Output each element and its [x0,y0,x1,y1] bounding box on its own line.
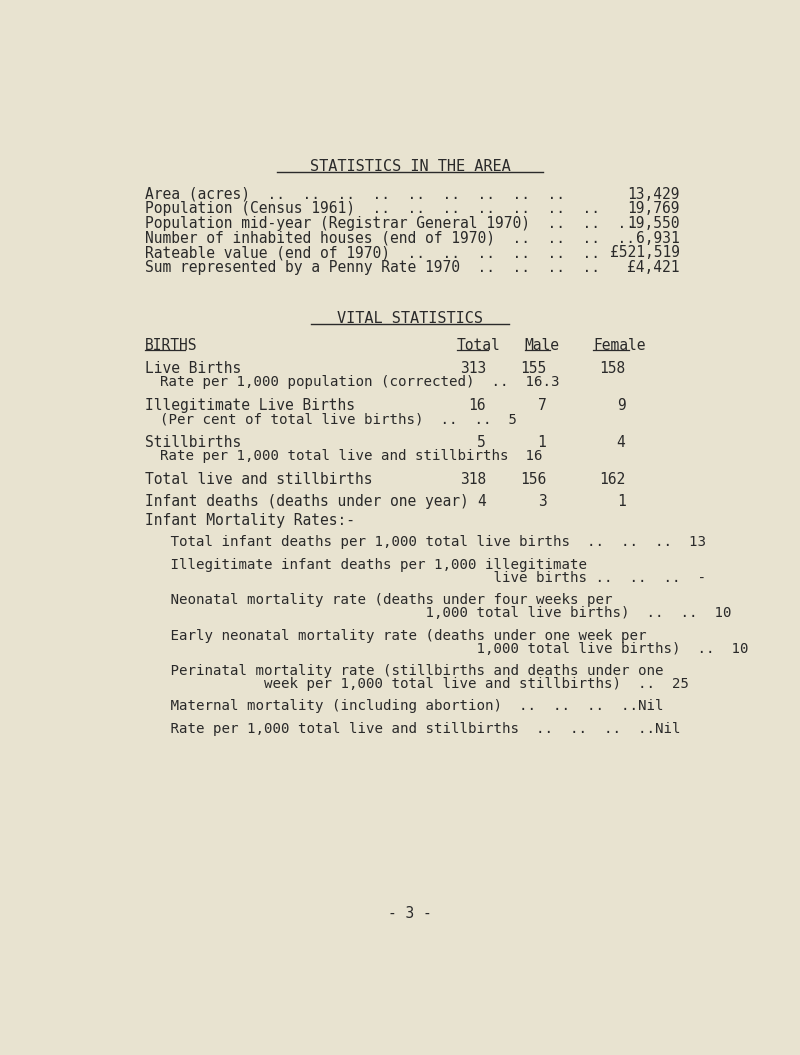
Text: Illegitimate infant deaths per 1,000 illegitimate: Illegitimate infant deaths per 1,000 ill… [145,558,587,572]
Text: - 3 -: - 3 - [388,906,432,921]
Text: £4,421: £4,421 [627,260,680,274]
Text: Illegitimate Live Births: Illegitimate Live Births [145,398,355,413]
Text: 19,550: 19,550 [627,216,680,231]
Text: 1: 1 [617,494,626,509]
Text: Rate per 1,000 population (corrected)  ..  16.3: Rate per 1,000 population (corrected) ..… [161,376,560,389]
Text: Rate per 1,000 total live and stillbirths  ..  ..  ..  ..Nil: Rate per 1,000 total live and stillbirth… [145,722,681,735]
Text: 3: 3 [538,494,546,509]
Text: 1,000 total live births)  ..  10: 1,000 total live births) .. 10 [145,641,749,656]
Text: 5: 5 [477,435,486,449]
Text: Maternal mortality (including abortion)  ..  ..  ..  ..Nil: Maternal mortality (including abortion) … [145,699,663,713]
Text: Total live and stillbirths: Total live and stillbirths [145,472,373,486]
Text: 1: 1 [538,435,546,449]
Text: 9: 9 [617,398,626,413]
Text: Area (acres)  ..  ..  ..  ..  ..  ..  ..  ..  ..: Area (acres) .. .. .. .. .. .. .. .. .. [145,187,565,202]
Text: Female: Female [593,338,646,352]
Text: Male: Male [525,338,560,352]
Text: 313: 313 [460,361,486,376]
Text: Total: Total [457,338,500,352]
Text: 6,931: 6,931 [636,231,680,246]
Text: Rateable value (end of 1970)  ..  ..  ..  ..  ..  ..: Rateable value (end of 1970) .. .. .. ..… [145,245,600,261]
Text: Sum represented by a Penny Rate 1970  ..  ..  ..  ..: Sum represented by a Penny Rate 1970 .. … [145,260,600,274]
Text: Stillbirths: Stillbirths [145,435,242,449]
Text: 155: 155 [520,361,546,376]
Text: Neonatal mortality rate (deaths under four weeks per: Neonatal mortality rate (deaths under fo… [145,593,613,608]
Text: 7: 7 [538,398,546,413]
Text: 158: 158 [599,361,626,376]
Text: BIRTHS: BIRTHS [145,338,198,352]
Text: Live Births: Live Births [145,361,242,376]
Text: Rate per 1,000 total live and stillbirths  16: Rate per 1,000 total live and stillbirth… [161,449,543,463]
Text: Infant Mortality Rates:-: Infant Mortality Rates:- [145,513,355,529]
Text: VITAL STATISTICS: VITAL STATISTICS [337,311,483,326]
Text: Perinatal mortality rate (stillbirths and deaths under one: Perinatal mortality rate (stillbirths an… [145,664,663,678]
Text: 162: 162 [599,472,626,486]
Text: Early neonatal mortality rate (deaths under one week per: Early neonatal mortality rate (deaths un… [145,629,646,642]
Text: 4: 4 [477,494,486,509]
Text: (Per cent of total live births)  ..  ..  5: (Per cent of total live births) .. .. 5 [161,413,518,426]
Text: £521,519: £521,519 [610,245,680,261]
Text: 1,000 total live births)  ..  ..  10: 1,000 total live births) .. .. 10 [145,607,731,620]
Text: Population mid-year (Registrar General 1970)  ..  ..  ..: Population mid-year (Registrar General 1… [145,216,635,231]
Text: 4: 4 [617,435,626,449]
Text: Number of inhabited houses (end of 1970)  ..  ..  ..  ..: Number of inhabited houses (end of 1970)… [145,231,635,246]
Text: 19,769: 19,769 [627,202,680,216]
Text: 156: 156 [520,472,546,486]
Text: week per 1,000 total live and stillbirths)  ..  25: week per 1,000 total live and stillbirth… [145,677,689,691]
Text: Infant deaths (deaths under one year): Infant deaths (deaths under one year) [145,494,469,509]
Text: STATISTICS IN THE AREA: STATISTICS IN THE AREA [310,159,510,174]
Text: 318: 318 [460,472,486,486]
Text: Population (Census 1961)  ..  ..  ..  ..  ..  ..  ..: Population (Census 1961) .. .. .. .. .. … [145,202,600,216]
Text: 13,429: 13,429 [627,187,680,202]
Text: live births ..  ..  ..  -: live births .. .. .. - [145,571,706,584]
Text: Total infant deaths per 1,000 total live births  ..  ..  ..  13: Total infant deaths per 1,000 total live… [145,536,706,550]
Text: 16: 16 [469,398,486,413]
